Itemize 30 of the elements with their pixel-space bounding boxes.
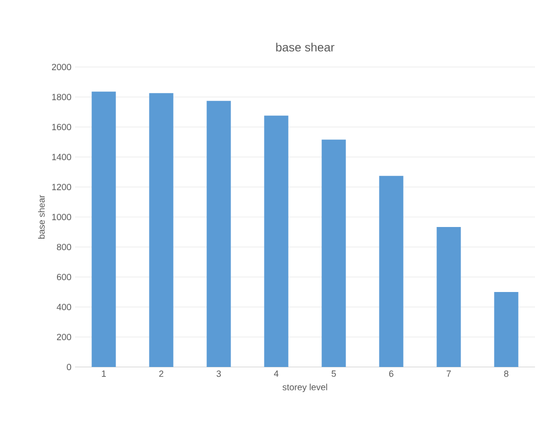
y-axis-title: base shear xyxy=(38,194,45,239)
bar xyxy=(149,93,174,367)
chart-title: base shear xyxy=(276,42,334,52)
bar xyxy=(206,100,231,367)
x-tick-label: 6 xyxy=(389,370,394,377)
x-tick-label: 2 xyxy=(159,370,164,377)
x-tick-label: 7 xyxy=(446,370,451,377)
x-tick-label: 5 xyxy=(332,370,336,377)
x-tick-label: 3 xyxy=(216,370,221,377)
y-tick-label: 1600 xyxy=(52,124,72,130)
y-tick-label: 1000 xyxy=(52,214,72,220)
y-tick-label: 800 xyxy=(56,244,72,250)
y-tick-label: 2000 xyxy=(52,64,72,70)
y-tick-label: 1200 xyxy=(52,184,72,190)
y-tick-label: 1800 xyxy=(52,94,72,100)
bar xyxy=(264,116,288,367)
x-tick-label: 1 xyxy=(102,370,106,377)
y-tick-label: 400 xyxy=(56,304,72,310)
bar xyxy=(379,176,404,367)
x-tick-label: 8 xyxy=(504,370,508,377)
y-tick-label: 1400 xyxy=(52,154,72,160)
x-axis-title: storey level xyxy=(282,384,328,392)
bar xyxy=(92,92,116,367)
bar xyxy=(322,140,346,367)
y-tick-label: 600 xyxy=(56,274,72,280)
bar xyxy=(436,227,461,367)
x-tick-label: 4 xyxy=(274,370,278,377)
y-tick-label: 200 xyxy=(56,334,72,340)
bar xyxy=(494,292,518,367)
y-tick-label: 0 xyxy=(66,364,72,370)
